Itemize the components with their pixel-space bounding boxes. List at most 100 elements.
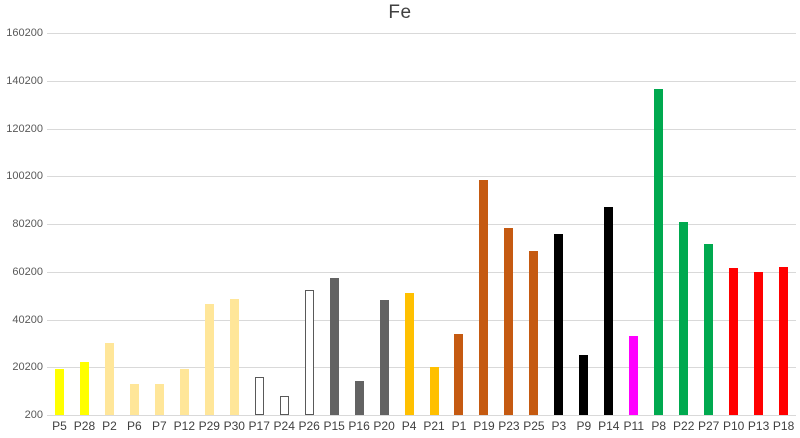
x-axis-label-P12: P12 bbox=[173, 419, 195, 433]
gridline-200 bbox=[47, 415, 796, 416]
bar-slot-P18 bbox=[771, 33, 796, 415]
bar-slot-P24 bbox=[272, 33, 297, 415]
chart-title: Fe bbox=[388, 2, 412, 23]
x-axis-label-P8: P8 bbox=[651, 419, 667, 433]
bar-slot-P10 bbox=[721, 33, 746, 415]
bar-slot-P20 bbox=[372, 33, 397, 415]
bar-P1 bbox=[454, 334, 464, 415]
x-axis-label-P29: P29 bbox=[198, 419, 220, 433]
y-tick-label-100200: 100200 bbox=[6, 170, 43, 183]
gridline-160200 bbox=[47, 33, 796, 34]
y-tick-label-20200: 20200 bbox=[12, 361, 43, 374]
bar-slot-P16 bbox=[347, 33, 372, 415]
bar-slot-P21 bbox=[422, 33, 447, 415]
bar-P3 bbox=[554, 234, 564, 415]
bar-P24 bbox=[279, 396, 289, 415]
bar-slot-P13 bbox=[746, 33, 771, 415]
x-axis-label-P23: P23 bbox=[498, 419, 520, 433]
x-axis-label-P20: P20 bbox=[373, 419, 395, 433]
bar-P15 bbox=[329, 277, 339, 415]
x-axis-label-P25: P25 bbox=[523, 419, 545, 433]
bar-P25 bbox=[529, 250, 539, 415]
bar-P10 bbox=[729, 267, 739, 415]
bar-slot-P1 bbox=[447, 33, 472, 415]
gridline-100200 bbox=[47, 176, 796, 178]
bar-slot-P19 bbox=[471, 33, 496, 415]
y-tick-label-60200: 60200 bbox=[12, 265, 43, 278]
x-axis-label-P26: P26 bbox=[298, 419, 320, 433]
x-axis-label-P1: P1 bbox=[451, 419, 467, 433]
x-axis-label-P6: P6 bbox=[127, 419, 142, 433]
x-axis-label-P5: P5 bbox=[52, 419, 67, 433]
bar-slot-P3 bbox=[546, 33, 571, 415]
bar-P19 bbox=[479, 180, 489, 415]
bar-slot-P8 bbox=[646, 33, 671, 415]
y-tick-label-40200: 40200 bbox=[12, 313, 43, 326]
y-axis-labels: 160200 140200 120200 100200 80200 60200 40200 2… bbox=[0, 27, 43, 421]
x-axis-label-P9: P9 bbox=[576, 419, 592, 433]
bar-P22 bbox=[679, 221, 689, 415]
bar-P8 bbox=[654, 89, 664, 415]
x-axis-label-P22: P22 bbox=[673, 419, 695, 433]
y-tick-label-120200: 120200 bbox=[6, 122, 43, 135]
bar-slot-P5 bbox=[47, 33, 72, 415]
bar-slot-P7 bbox=[147, 33, 172, 415]
bar-P16 bbox=[354, 380, 364, 415]
gridline-40200 bbox=[47, 319, 796, 321]
gridline-120200 bbox=[47, 128, 796, 130]
bar-P12 bbox=[179, 369, 189, 415]
x-axis-label-P21: P21 bbox=[423, 419, 445, 433]
bar-slot-P6 bbox=[122, 33, 147, 415]
bars-container bbox=[47, 33, 796, 415]
bar-P29 bbox=[204, 303, 214, 415]
y-tick-label-200: 200 bbox=[24, 409, 43, 421]
bar-P17 bbox=[254, 377, 264, 415]
x-axis-label-P17: P17 bbox=[248, 419, 270, 433]
gridline-140200 bbox=[47, 80, 796, 82]
bar-P4 bbox=[404, 292, 414, 415]
bar-slot-P30 bbox=[222, 33, 247, 415]
bar-P5 bbox=[54, 368, 64, 415]
x-axis-label-P27: P27 bbox=[697, 419, 720, 433]
x-axis-label-P2: P2 bbox=[102, 419, 117, 433]
bar-P20 bbox=[379, 299, 389, 415]
x-axis-label-P11: P11 bbox=[623, 419, 644, 433]
bar-P9 bbox=[579, 355, 589, 415]
x-axis-label-P10: P10 bbox=[722, 419, 745, 433]
x-axis-label-P14: P14 bbox=[598, 419, 620, 433]
x-axis-label-P28: P28 bbox=[73, 419, 96, 433]
gridline-80200 bbox=[47, 224, 796, 225]
bar-slot-P11 bbox=[621, 33, 646, 415]
bar-slot-P26 bbox=[297, 33, 322, 415]
x-axis-label-P18: P18 bbox=[772, 419, 795, 433]
y-tick-label-80200: 80200 bbox=[12, 218, 43, 230]
x-axis-labels: P5 P28 P2 P6 P7 P12 P29 P30 P17 P24 P26 P15 P16 P20 P4… bbox=[47, 419, 796, 433]
bar-P7 bbox=[154, 383, 164, 415]
y-tick-label-160200: 160200 bbox=[6, 27, 43, 39]
bar-P21 bbox=[429, 367, 439, 415]
bar-slot-P27 bbox=[696, 33, 721, 415]
bar-P23 bbox=[504, 228, 514, 415]
bar-slot-P29 bbox=[197, 33, 222, 415]
bar-P28 bbox=[79, 362, 89, 415]
bar-slot-P14 bbox=[596, 33, 621, 415]
bar-P11 bbox=[629, 335, 639, 415]
y-tick-label-140200: 140200 bbox=[6, 74, 43, 87]
bar-P2 bbox=[104, 343, 114, 415]
gridline-60200 bbox=[47, 271, 796, 273]
bar-P6 bbox=[129, 383, 139, 415]
bar-P30 bbox=[229, 299, 239, 415]
bar-slot-P28 bbox=[72, 33, 97, 415]
x-axis-label-P4: P4 bbox=[401, 419, 417, 433]
x-axis-label-P24: P24 bbox=[273, 419, 295, 433]
x-axis-label-P7: P7 bbox=[152, 419, 167, 433]
bar-slot-P23 bbox=[496, 33, 521, 415]
bar-slot-P12 bbox=[172, 33, 197, 415]
bar-slot-P25 bbox=[521, 33, 546, 415]
gridline-20200 bbox=[47, 367, 796, 369]
x-axis-label-P30: P30 bbox=[223, 419, 245, 433]
bar-P13 bbox=[754, 272, 764, 415]
bar-slot-P9 bbox=[571, 33, 596, 415]
x-axis-label-P16: P16 bbox=[348, 419, 370, 433]
